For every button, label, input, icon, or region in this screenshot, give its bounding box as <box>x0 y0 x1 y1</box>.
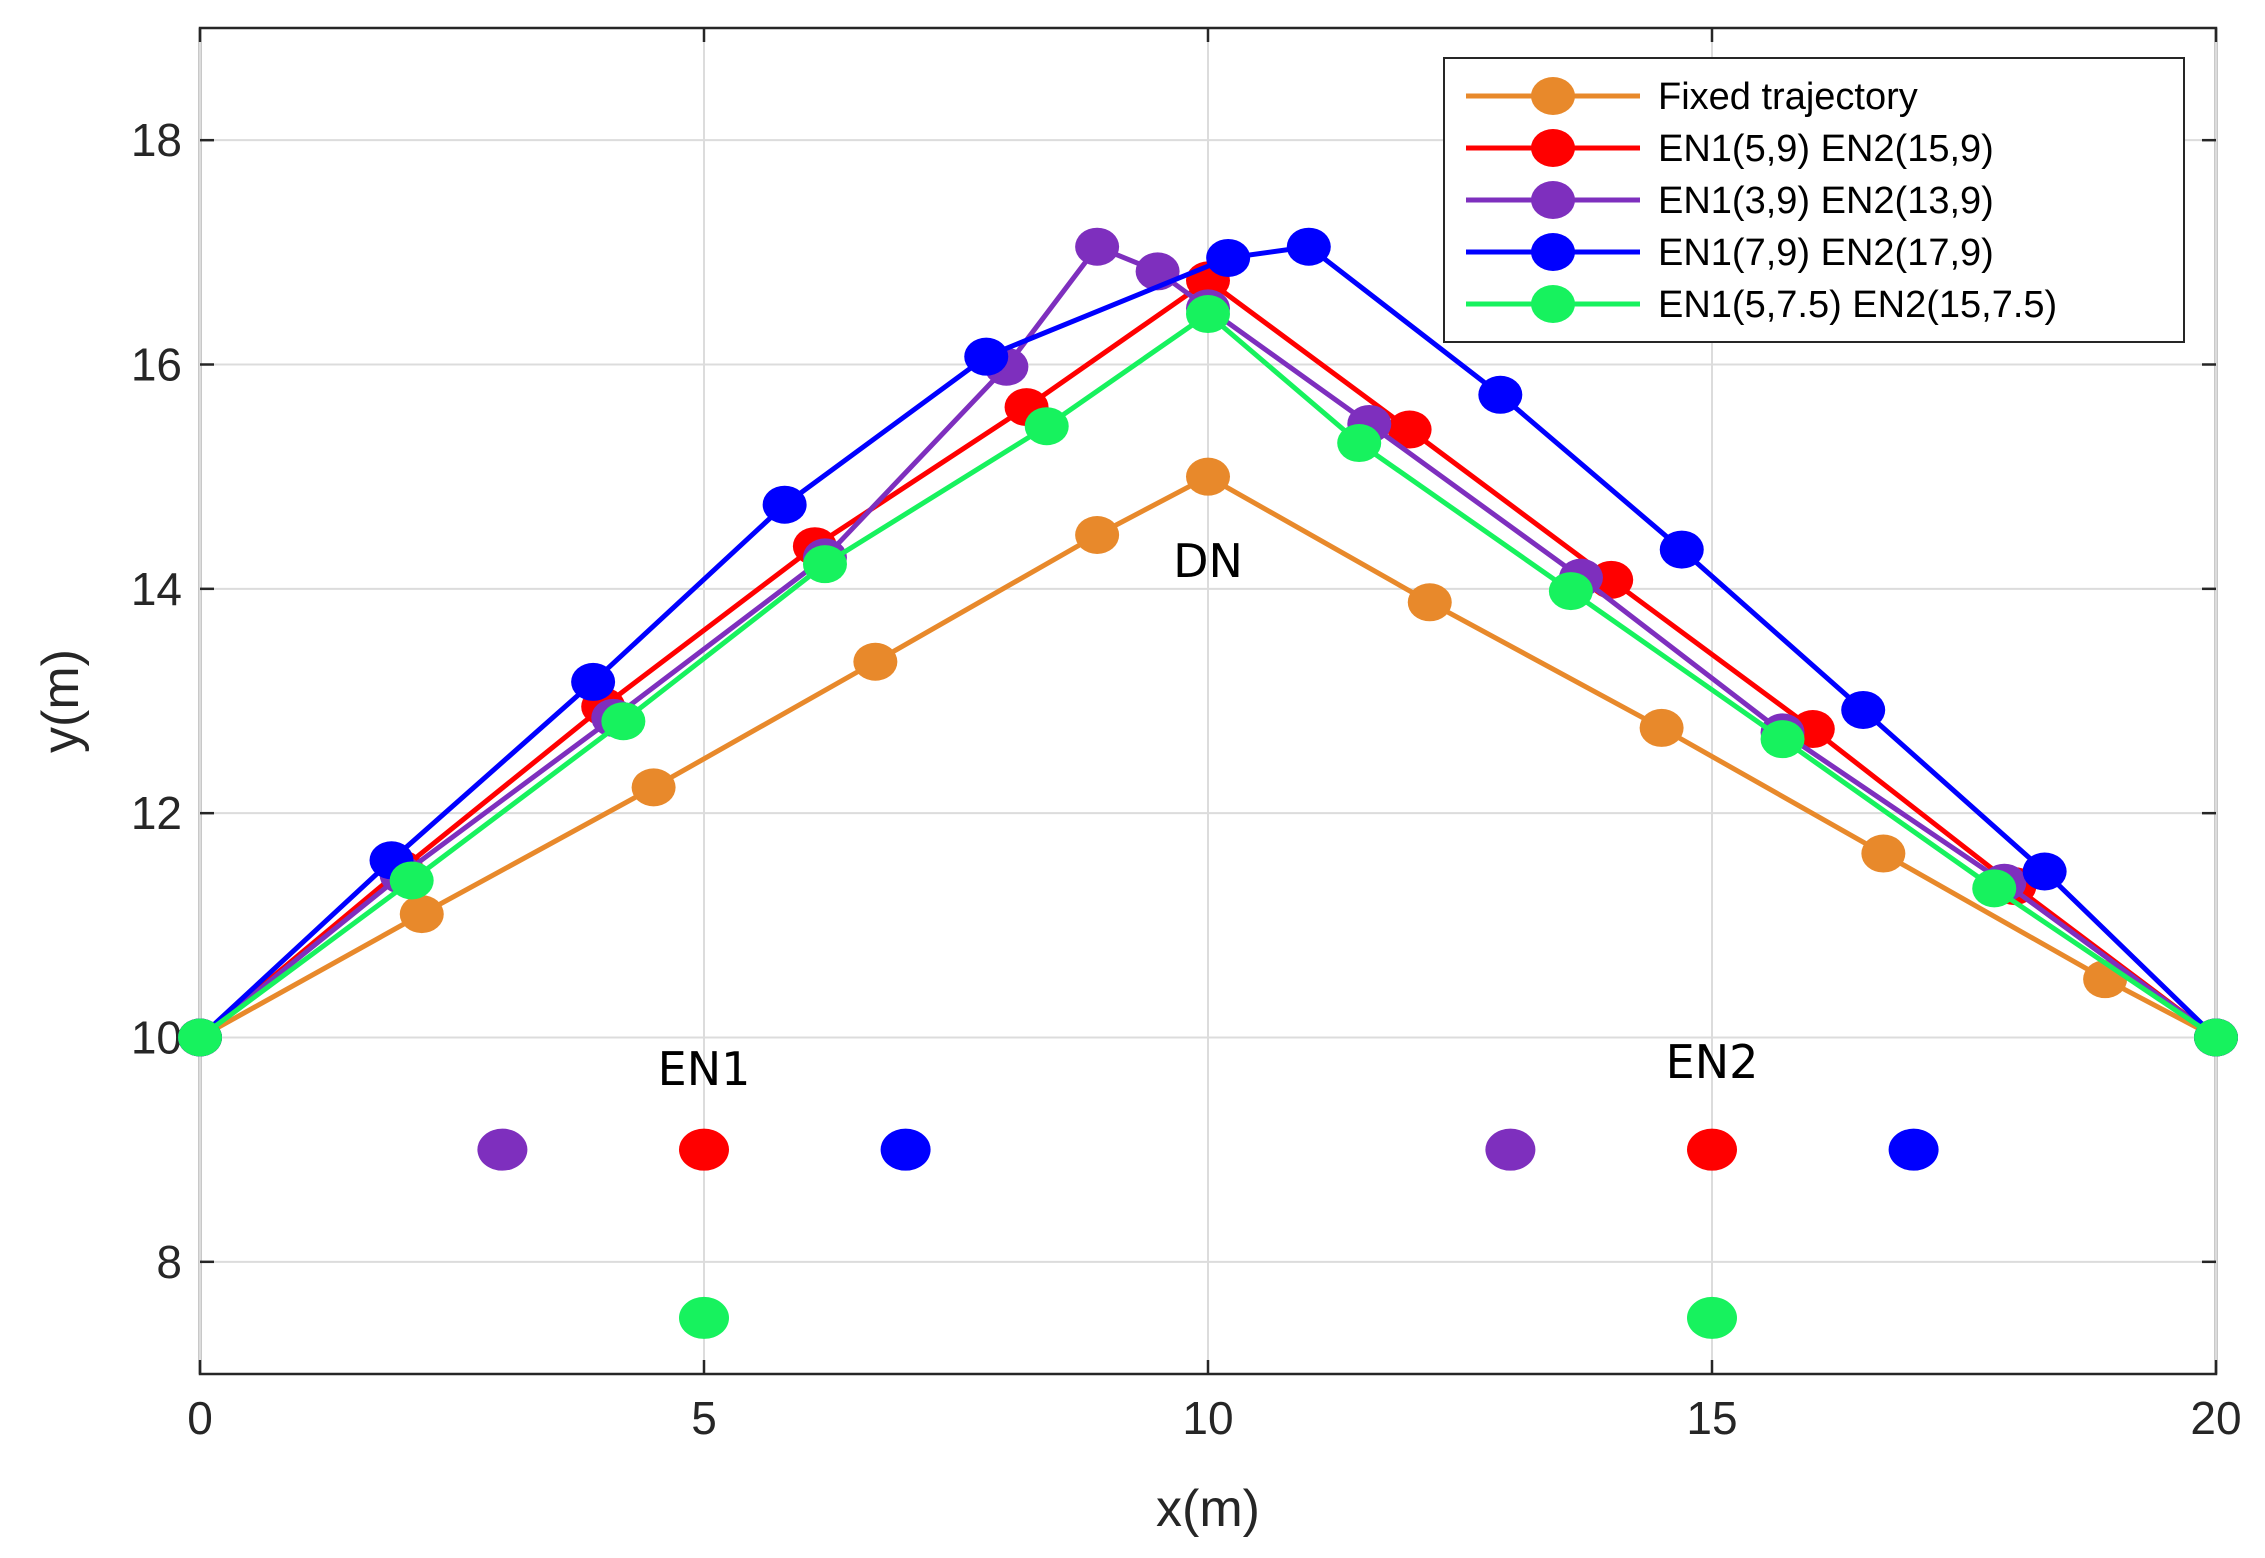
data-point <box>178 1018 222 1057</box>
y-tick-label: 16 <box>131 339 182 391</box>
annotation-dn: DN <box>1173 534 1243 588</box>
node-layer <box>477 1128 1939 1339</box>
data-point <box>964 337 1009 376</box>
legend-label: EN1(7,9) EN2(17,9) <box>1658 232 1994 274</box>
x-axis-label: x(m) <box>1156 1480 1260 1538</box>
node-marker <box>679 1128 729 1171</box>
legend-marker <box>1531 129 1575 167</box>
legend-entry: EN1(3,9) EN2(13,9) <box>1466 180 1994 222</box>
legend-label: EN1(5,9) EN2(15,9) <box>1658 128 1994 170</box>
node-marker <box>1687 1296 1737 1339</box>
x-tick-label: 20 <box>2190 1392 2241 1444</box>
legend-entry: EN1(5,9) EN2(15,9) <box>1466 128 1994 170</box>
y-tick-label: 14 <box>131 563 182 615</box>
series-en1-7-9-en2-17-9 <box>178 227 2238 1057</box>
series-line <box>198 244 2218 1040</box>
y-tick-label: 8 <box>156 1236 182 1288</box>
y-tick-label: 18 <box>131 114 182 166</box>
data-point <box>389 861 434 900</box>
data-point <box>1186 457 1230 496</box>
y-tick-label: 12 <box>131 787 182 839</box>
data-point <box>1407 583 1452 622</box>
tick-layer: 0 5 10 15 20 8 10 12 14 16 18 <box>131 28 2242 1444</box>
x-tick-label: 0 <box>187 1392 213 1444</box>
data-point <box>1286 227 1331 266</box>
data-point <box>1337 424 1382 463</box>
node-marker <box>1687 1128 1737 1171</box>
data-point <box>1075 515 1120 554</box>
legend-entry: Fixed trajectory <box>1466 76 1918 118</box>
x-tick-label: 5 <box>691 1392 717 1444</box>
node-marker <box>880 1128 931 1171</box>
y-axis-label: y(m) <box>32 649 90 753</box>
x-tick-label: 10 <box>1182 1392 1233 1444</box>
data-point <box>853 642 898 681</box>
data-point <box>762 485 807 524</box>
node-marker <box>1888 1128 1939 1171</box>
data-point <box>1548 572 1593 611</box>
node-marker <box>477 1128 528 1171</box>
legend-marker <box>1531 285 1575 323</box>
data-point <box>1186 295 1230 334</box>
data-point <box>601 702 646 741</box>
data-point <box>399 895 444 934</box>
legend-entry: EN1(5,7.5) EN2(15,7.5) <box>1466 284 2057 326</box>
data-point <box>1972 869 2017 908</box>
data-point <box>1024 407 1069 446</box>
legend-label: Fixed trajectory <box>1658 76 1918 118</box>
annotation-en1: EN1 <box>658 1042 751 1096</box>
annotation-en2: EN2 <box>1666 1035 1759 1089</box>
data-point <box>1639 708 1684 747</box>
annotation-layer: DN EN1 EN2 <box>658 534 1759 1096</box>
data-point <box>1206 238 1251 277</box>
legend-entry: EN1(7,9) EN2(17,9) <box>1466 232 1994 274</box>
data-point <box>1861 834 1906 873</box>
data-point <box>1841 690 1886 729</box>
x-tick-label: 15 <box>1686 1392 1737 1444</box>
series-en1-5-7-5-en2-15-7-5 <box>178 295 2238 1057</box>
data-point <box>2022 852 2067 891</box>
legend-label: EN1(3,9) EN2(13,9) <box>1658 180 1994 222</box>
legend-marker <box>1531 77 1575 115</box>
data-point <box>631 768 676 807</box>
data-point <box>1075 227 1120 266</box>
y-tick-label: 10 <box>131 1012 182 1064</box>
series-layer <box>178 227 2238 1057</box>
legend: Fixed trajectory EN1(5,9) EN2(15,9) EN1(3,… <box>1443 57 2185 343</box>
data-point <box>1478 375 1523 414</box>
data-point <box>1760 720 1805 759</box>
data-point <box>1659 530 1704 569</box>
data-point <box>802 545 847 584</box>
node-marker <box>679 1296 729 1339</box>
legend-marker <box>1531 233 1575 271</box>
legend-label: EN1(5,7.5) EN2(15,7.5) <box>1658 284 2057 326</box>
node-marker <box>1485 1128 1536 1171</box>
data-point <box>571 662 616 701</box>
grid-layer <box>199 28 2217 1374</box>
legend-marker <box>1531 181 1575 219</box>
data-point <box>1387 410 1432 449</box>
data-point <box>2194 1018 2238 1057</box>
